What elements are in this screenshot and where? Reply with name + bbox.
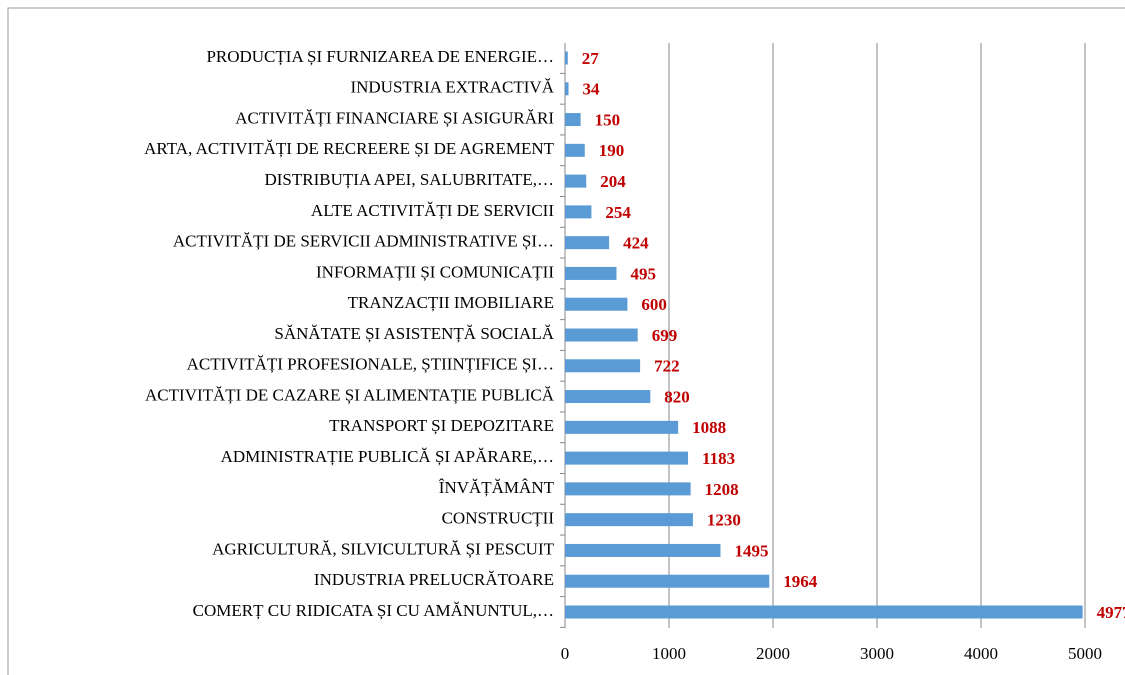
- y-tick-label: COMERȚ CU RIDICATA ȘI CU AMĂNUNTUL,…: [193, 601, 554, 620]
- y-tick-label: ACTIVITĂȚI DE CAZARE ȘI ALIMENTAȚIE PUBL…: [145, 385, 555, 404]
- y-tick-label: DISTRIBUȚIA APEI, SALUBRITATE,…: [264, 170, 554, 189]
- y-tick-label: ACTIVITĂȚI FINANCIARE ȘI ASIGURĂRI: [235, 108, 554, 127]
- bar: [565, 482, 691, 496]
- y-tick-label: PRODUCȚIA ȘI FURNIZAREA DE ENERGIE…: [206, 47, 554, 66]
- value-label: 150: [595, 110, 621, 129]
- value-label: 820: [664, 387, 690, 406]
- bar: [565, 513, 693, 527]
- bar: [565, 359, 641, 373]
- value-label: 1230: [707, 511, 741, 530]
- y-tick-label: INDUSTRIA EXTRACTIVĂ: [350, 78, 554, 97]
- value-label: 1088: [692, 418, 726, 437]
- y-tick-label: CONSTRUCȚII: [442, 509, 555, 528]
- value-label: 1964: [783, 572, 818, 591]
- x-tick-label: 0: [561, 644, 570, 663]
- x-tick-label: 5000: [1068, 644, 1102, 663]
- bar: [565, 451, 689, 465]
- value-label: 699: [652, 326, 678, 345]
- bar: [565, 143, 585, 157]
- y-tick-label: INDUSTRIA PRELUCRĂTOARE: [314, 570, 554, 589]
- x-tick-label: 3000: [860, 644, 894, 663]
- bar: [565, 113, 581, 127]
- bar: [565, 390, 651, 404]
- y-tick-label: SĂNĂTATE ȘI ASISTENȚĂ SOCIALĂ: [274, 324, 554, 343]
- bar: [565, 174, 587, 188]
- value-label: 254: [605, 203, 631, 222]
- y-tick-label: TRANSPORT ȘI DEPOZITARE: [329, 416, 554, 435]
- value-label: 424: [623, 234, 649, 253]
- value-label: 1208: [705, 480, 739, 499]
- y-tick-label: ALTE ACTIVITĂȚI DE SERVICII: [311, 201, 554, 220]
- value-label: 204: [600, 172, 626, 191]
- bar: [565, 543, 721, 557]
- value-label: 600: [641, 295, 667, 314]
- value-label: 190: [599, 141, 625, 160]
- value-label: 722: [654, 357, 680, 376]
- bar: [565, 266, 617, 280]
- y-tick-label: TRANZACȚII IMOBILIARE: [348, 293, 554, 312]
- bar: [565, 82, 569, 96]
- bar: [565, 328, 638, 342]
- value-label: 4977: [1097, 603, 1125, 622]
- value-label: 27: [582, 49, 600, 68]
- x-tick-label: 1000: [652, 644, 686, 663]
- chart-frame: [7, 7, 1125, 675]
- value-label: 495: [630, 264, 656, 283]
- y-tick-label: AGRICULTURĂ, SILVICULTURĂ ȘI PESCUIT: [212, 539, 555, 558]
- value-label: 34: [583, 80, 601, 99]
- bar: [565, 574, 770, 588]
- bar: [565, 297, 628, 311]
- y-tick-label: ADMINISTRAȚIE PUBLICĂ ȘI APĂRARE,…: [221, 447, 554, 466]
- x-tick-label: 2000: [756, 644, 790, 663]
- bar: [565, 51, 568, 65]
- bar: [565, 205, 592, 219]
- y-tick-label: ACTIVITĂȚI DE SERVICII ADMINISTRATIVE ȘI…: [173, 232, 554, 251]
- bar: [565, 605, 1083, 619]
- y-tick-label: INFORMAȚII ȘI COMUNICAȚII: [316, 262, 554, 281]
- bar: [565, 236, 610, 250]
- x-tick-label: 4000: [964, 644, 998, 663]
- y-tick-label: ACTIVITĂȚI PROFESIONALE, ȘTIINȚIFICE ȘI…: [187, 355, 554, 374]
- value-label: 1183: [702, 449, 735, 468]
- bar: [565, 420, 679, 434]
- value-label: 1495: [734, 541, 768, 560]
- y-tick-label: ÎNVĂȚĂMÂNT: [439, 478, 555, 497]
- y-tick-label: ARTA, ACTIVITĂȚI DE RECREERE ȘI DE AGREM…: [144, 139, 554, 158]
